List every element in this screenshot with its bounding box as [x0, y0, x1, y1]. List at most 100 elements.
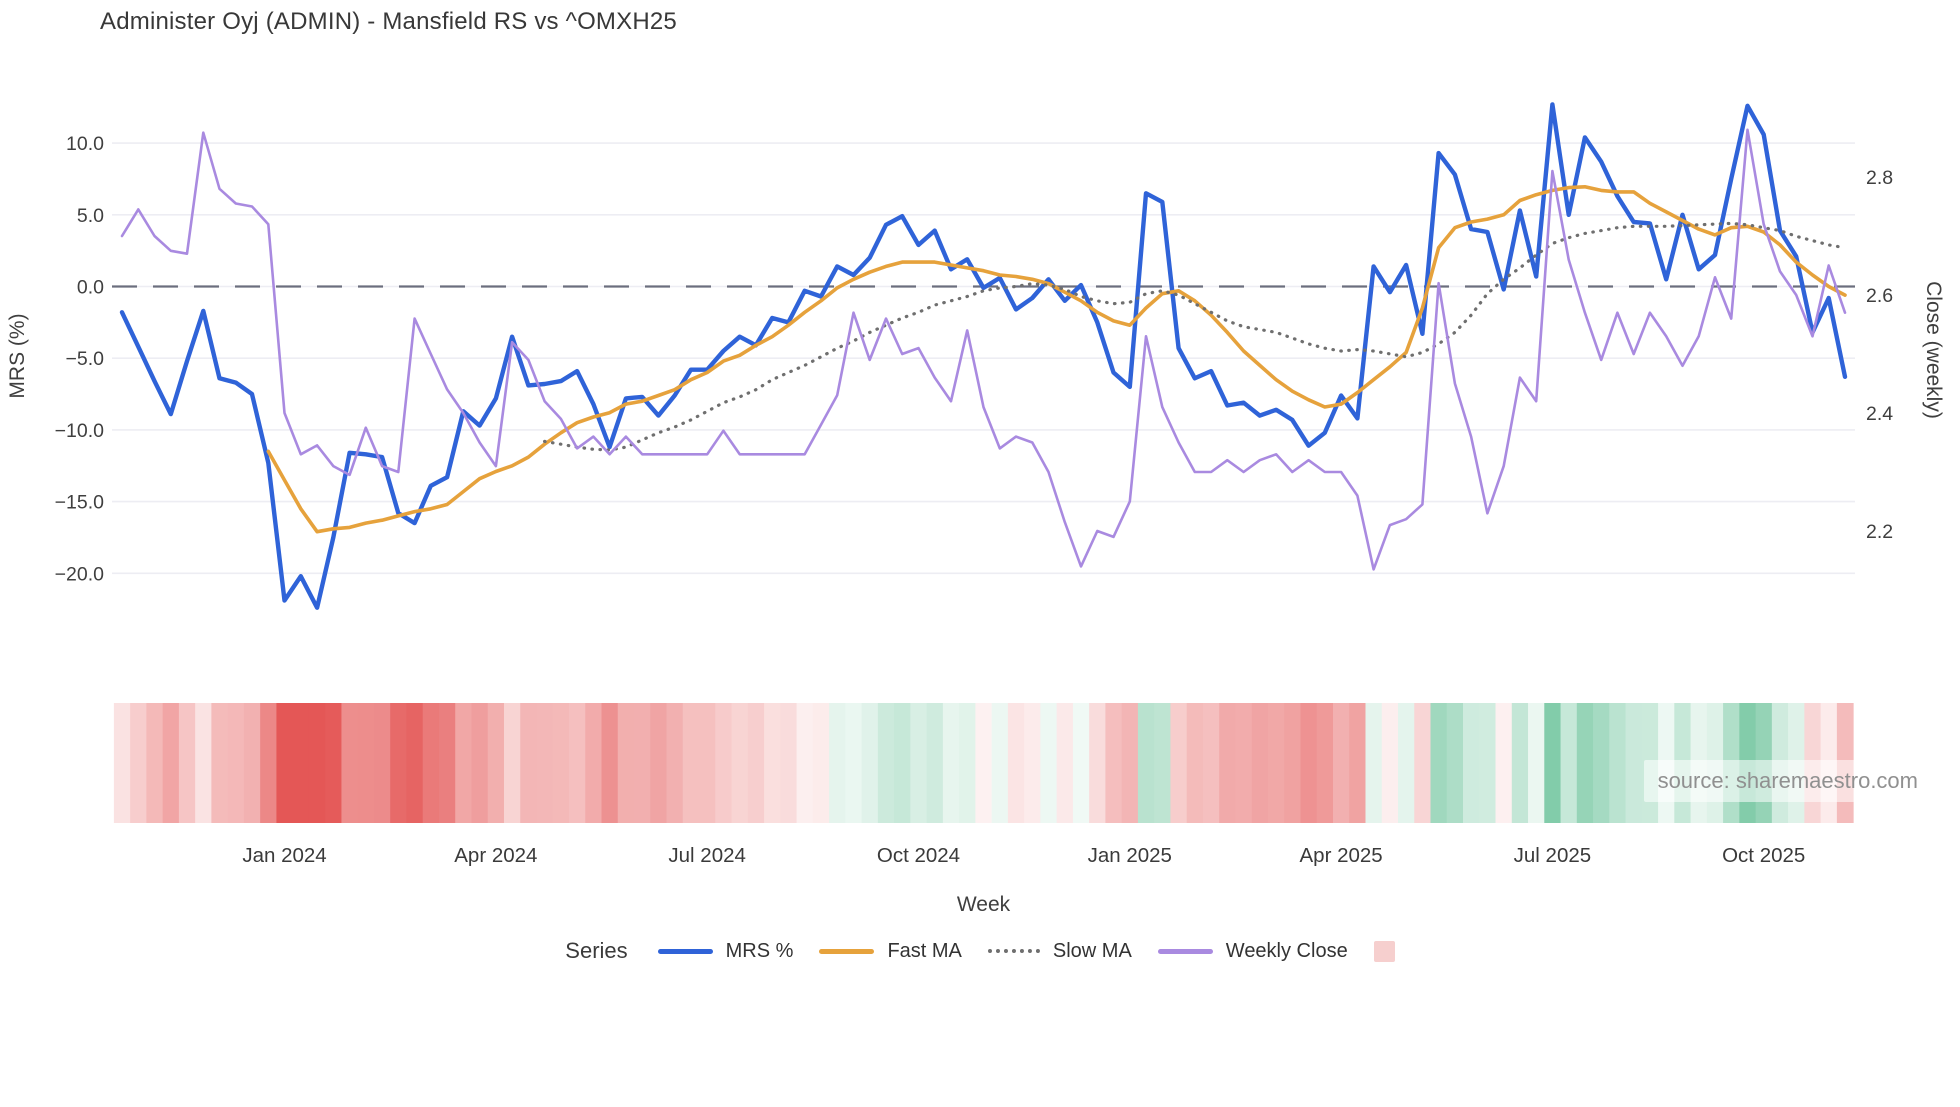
- heatmap-cell: [1024, 703, 1041, 823]
- heatmap-cell: [341, 703, 359, 823]
- line-swatch: [657, 948, 713, 954]
- x-axis-tick-label: Apr 2024: [454, 844, 537, 867]
- heatmap-cell: [1056, 703, 1074, 823]
- legend-item-heatmap[interactable]: [1373, 940, 1395, 962]
- heatmap-cell: [1576, 703, 1594, 823]
- heatmap-cell: [1560, 703, 1578, 823]
- heatmap-cell: [1154, 703, 1171, 823]
- heatmap-cell: [1072, 703, 1090, 823]
- heatmap-cell: [991, 703, 1009, 823]
- heatmap-swatch: [1373, 940, 1395, 962]
- heatmap-cell: [796, 703, 814, 823]
- legend-item-label: MRS %: [725, 939, 794, 962]
- heatmap-cell: [634, 703, 651, 823]
- left-axis-title: MRS (%): [6, 313, 29, 399]
- heatmap-cell: [1528, 703, 1545, 823]
- heatmap-cell: [325, 703, 342, 823]
- right-axis-tick-label: 2.6: [1866, 285, 1893, 307]
- heatmap-cell: [1089, 703, 1106, 823]
- heatmap-cell: [764, 703, 781, 823]
- heatmap-cell: [1316, 703, 1334, 823]
- heatmap-cell: [195, 703, 212, 823]
- legend-item-weekly-close[interactable]: Weekly Close: [1157, 939, 1348, 963]
- x-axis-tick-label: Oct 2024: [877, 844, 960, 867]
- heatmap-cell: [1625, 703, 1643, 823]
- heatmap-cell: [1544, 703, 1562, 823]
- legend-item-label: Fast MA: [887, 939, 962, 962]
- heatmap-cell: [1495, 703, 1513, 823]
- heatmap-cell: [162, 703, 180, 823]
- heatmap-cell: [471, 703, 489, 823]
- heatmap-cell: [1040, 703, 1058, 823]
- heatmap-cell: [812, 703, 830, 823]
- heatmap-cell: [715, 703, 733, 823]
- heatmap-cell: [1511, 703, 1529, 823]
- heatmap-cell: [1105, 703, 1123, 823]
- heatmap-cell: [780, 703, 798, 823]
- heatmap-cell: [1170, 703, 1188, 823]
- heatmap-cell: [1300, 703, 1318, 823]
- legend-title: Series: [565, 938, 628, 963]
- legend-item-mrs-[interactable]: MRS %: [657, 939, 794, 963]
- left-axis-tick-label: −15.0: [55, 492, 104, 514]
- heatmap-cell: [1284, 703, 1301, 823]
- right-axis-tick-label: 2.2: [1866, 521, 1893, 543]
- left-axis-tick-label: 10.0: [66, 133, 104, 155]
- heatmap-cell: [292, 703, 310, 823]
- right-axis-tick-label: 2.8: [1866, 167, 1893, 189]
- heatmap-cell: [910, 703, 928, 823]
- heatmap-cell: [438, 703, 456, 823]
- legend-item-slow-ma[interactable]: Slow MA: [987, 939, 1132, 963]
- heatmap-cell: [1349, 703, 1366, 823]
- series-line-slow-ma: [543, 221, 1847, 452]
- x-axis-tick-label: Jan 2025: [1088, 844, 1172, 867]
- x-axis-tick-label: Apr 2025: [1300, 844, 1383, 867]
- heatmap-cell: [1251, 703, 1269, 823]
- heatmap-cell: [243, 703, 261, 823]
- chart-title: Administer Oyj (ADMIN) - Mansfield RS vs…: [100, 8, 677, 35]
- heatmap-cell: [877, 703, 895, 823]
- left-axis-tick-label: −10.0: [55, 420, 104, 442]
- heatmap-cell: [1381, 703, 1399, 823]
- heatmap-cell: [1430, 703, 1448, 823]
- legend-item-label: Slow MA: [1052, 939, 1132, 962]
- heatmap-cell: [357, 703, 375, 823]
- heatmap-cell: [536, 703, 554, 823]
- line-swatch: [1157, 948, 1213, 954]
- heatmap-cell: [829, 703, 846, 823]
- heatmap-cell: [487, 703, 505, 823]
- series-line-fast-ma: [266, 185, 1847, 534]
- heatmap-cell: [617, 703, 635, 823]
- heatmap-cell: [178, 703, 196, 823]
- heatmap-cell: [682, 703, 700, 823]
- heatmap-cell: [260, 703, 277, 823]
- heatmap-cell: [650, 703, 668, 823]
- right-axis-title: Close (weekly): [1922, 281, 1945, 419]
- heatmap-cell: [699, 703, 716, 823]
- heatmap-cell: [747, 703, 765, 823]
- heatmap-cell: [1397, 703, 1415, 823]
- heatmap-cell: [926, 703, 944, 823]
- heatmap-cell: [1202, 703, 1220, 823]
- heatmap-cell: [1186, 703, 1204, 823]
- left-axis-tick-label: 5.0: [77, 205, 104, 227]
- heatmap-cell: [113, 703, 131, 823]
- legend-item-label: Weekly Close: [1225, 939, 1348, 962]
- heatmap-cell: [894, 703, 911, 823]
- heatmap-cell: [1137, 703, 1155, 823]
- heatmap-cell: [1332, 703, 1350, 823]
- heatmap-cell: [845, 703, 863, 823]
- heatmap-cell: [390, 703, 407, 823]
- heatmap-cell: [1414, 703, 1432, 823]
- legend-item-fast-ma[interactable]: Fast MA: [819, 939, 962, 963]
- heatmap-cell: [1479, 703, 1497, 823]
- heatmap-cell: [1007, 703, 1025, 823]
- heatmap-cell: [1593, 703, 1610, 823]
- heatmap-cell: [1365, 703, 1383, 823]
- heatmap-cell: [308, 703, 326, 823]
- heatmap-cell: [1446, 703, 1464, 823]
- heatmap-cell: [1235, 703, 1253, 823]
- left-axis-tick-label: 0.0: [77, 277, 104, 299]
